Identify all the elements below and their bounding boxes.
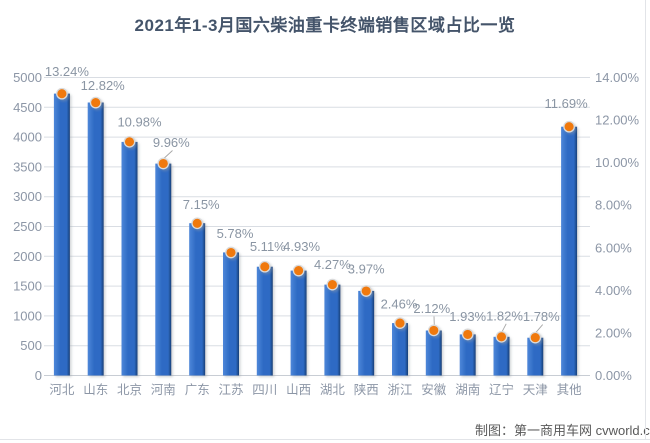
bar-湖北 — [324, 284, 341, 376]
category-label-广东: 广东 — [185, 383, 210, 397]
right-axis-tick: 14.00% — [595, 70, 640, 85]
category-label-浙江: 浙江 — [387, 382, 412, 397]
marker-安徽 — [427, 324, 440, 337]
category-label-四川: 四川 — [252, 383, 277, 397]
credit-text: 制图：第一商用车网 cvworld.cn — [474, 423, 650, 438]
marker-河北 — [56, 87, 68, 100]
data-label-湖南: 1.93% — [449, 309, 486, 324]
data-label-浙江: 2.46% — [381, 297, 418, 312]
left-axis-tick: 1500 — [13, 279, 42, 294]
bar-山东 — [87, 102, 104, 376]
right-axis-tick: 10.00% — [595, 155, 640, 170]
category-label-湖南: 湖南 — [455, 382, 480, 397]
right-axis-tick: 4.00% — [595, 283, 632, 298]
category-label-江苏: 江苏 — [218, 382, 243, 397]
category-label-河北: 河北 — [49, 383, 75, 397]
data-label-辽宁: 1.82% — [486, 308, 523, 323]
data-label-山西: 4.93% — [283, 239, 320, 254]
page-border-right — [645, 0, 646, 440]
left-axis-tick: 3500 — [13, 159, 42, 174]
left-axis-tick: 500 — [20, 338, 42, 353]
right-axis-tick: 2.00% — [595, 325, 632, 340]
marker-湖北 — [326, 278, 339, 291]
bar-河北 — [53, 93, 70, 376]
marker-山东 — [89, 96, 102, 109]
data-label-陕西: 3.97% — [348, 262, 385, 277]
marker-浙江 — [394, 317, 406, 329]
bar-其他 — [561, 126, 578, 376]
bar-山西 — [290, 270, 307, 376]
data-label-北京: 10.98% — [117, 114, 162, 129]
marker-陕西 — [360, 285, 373, 297]
bar-湖南 — [459, 334, 476, 376]
marker-北京 — [123, 135, 136, 148]
bar-浙江 — [392, 323, 408, 376]
marker-四川 — [258, 260, 271, 273]
category-label-山西: 山西 — [286, 383, 311, 397]
left-axis-tick: 1000 — [13, 308, 42, 323]
bar-河南 — [155, 163, 172, 376]
data-label-江苏: 5.78% — [217, 226, 254, 241]
left-axis-tick: 4000 — [13, 130, 42, 145]
bar-天津 — [527, 337, 544, 376]
category-label-山东: 山东 — [83, 383, 108, 397]
category-label-陕西: 陕西 — [354, 382, 379, 397]
right-axis-tick: 6.00% — [595, 240, 632, 255]
right-axis-tick: 0.00% — [595, 368, 632, 383]
page-border-bottom — [0, 439, 650, 440]
data-label-广东: 7.15% — [183, 197, 220, 212]
left-axis-tick: 3000 — [13, 189, 42, 204]
bar-安徽 — [425, 330, 442, 376]
category-label-辽宁: 辽宁 — [489, 382, 514, 397]
left-axis-tick: 5000 — [13, 70, 42, 85]
data-label-湖北: 4.27% — [314, 257, 351, 272]
marker-湖南 — [461, 328, 474, 341]
bar-广东 — [189, 223, 206, 376]
data-label-山东: 12.82% — [81, 78, 126, 93]
left-axis-tick: 0 — [35, 368, 42, 383]
data-label-安徽: 2.12% — [413, 301, 450, 316]
bar-辽宁 — [493, 336, 510, 376]
data-label-河南: 9.96% — [153, 135, 190, 150]
right-axis-tick: 12.00% — [595, 113, 640, 128]
left-axis-tick: 2500 — [13, 219, 42, 234]
bar-陕西 — [358, 290, 375, 376]
marker-天津 — [529, 331, 542, 344]
marker-河南 — [157, 157, 170, 170]
category-label-湖北: 湖北 — [320, 382, 346, 397]
left-axis-tick: 4500 — [13, 100, 42, 115]
data-label-天津: 1.78% — [523, 309, 560, 324]
category-label-天津: 天津 — [523, 383, 548, 397]
marker-辽宁 — [495, 330, 508, 343]
chart-title: 2021年1-3月国六柴油重卡终端销售区域占比一览 — [134, 16, 516, 35]
bar-四川 — [256, 266, 273, 376]
marker-江苏 — [225, 246, 237, 259]
marker-其他 — [563, 120, 575, 133]
label-leader-line — [501, 323, 507, 333]
right-axis-tick: 8.00% — [595, 198, 632, 213]
bar-江苏 — [223, 252, 239, 376]
category-label-北京: 北京 — [117, 383, 142, 397]
category-label-其他: 其他 — [557, 383, 583, 397]
data-label-其他: 11.69% — [545, 96, 589, 111]
marker-广东 — [191, 217, 204, 230]
category-label-安徽: 安徽 — [421, 382, 447, 397]
label-leader-line — [163, 150, 173, 159]
data-label-河北: 13.24% — [45, 64, 90, 79]
data-label-四川: 5.11% — [250, 239, 286, 254]
left-axis-tick: 2000 — [13, 249, 42, 264]
label-leader-line — [535, 324, 544, 333]
category-label-河南: 河南 — [151, 382, 176, 397]
bar-北京 — [121, 141, 138, 376]
marker-山西 — [292, 264, 305, 277]
